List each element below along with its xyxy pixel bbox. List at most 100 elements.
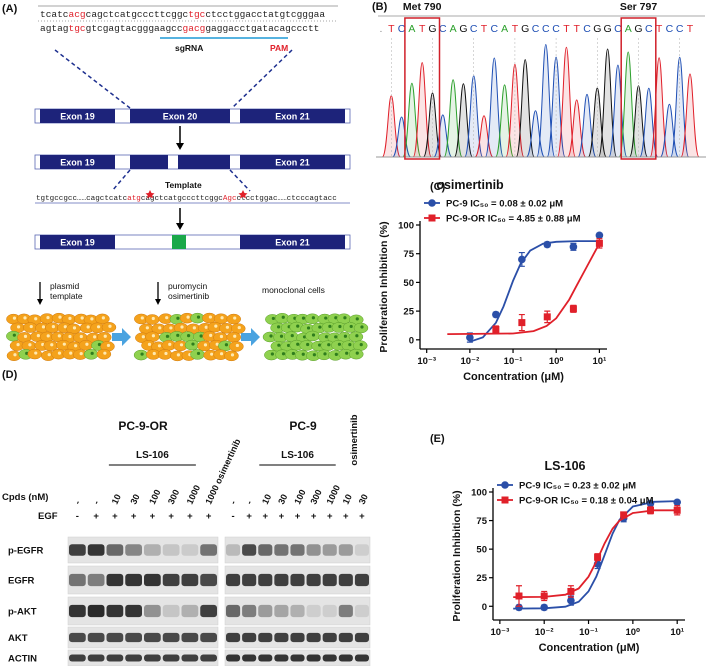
blot-band bbox=[162, 654, 180, 662]
dose-label: 30 bbox=[276, 493, 289, 506]
marker bbox=[515, 603, 523, 612]
cell-nucleus bbox=[337, 342, 342, 346]
marker bbox=[515, 592, 523, 600]
step-label: puromycin bbox=[168, 281, 207, 291]
egf-label: + bbox=[246, 511, 252, 522]
blot-band bbox=[181, 654, 199, 662]
egf-label: + bbox=[206, 511, 212, 522]
chart-title: osimertinib bbox=[436, 178, 504, 192]
y-tick-label: 25 bbox=[403, 307, 414, 318]
cell-nucleus bbox=[296, 342, 300, 346]
marker bbox=[492, 325, 500, 333]
blot-band bbox=[144, 604, 161, 618]
egf-label: - bbox=[76, 511, 79, 522]
marker bbox=[543, 313, 551, 321]
base-letter: C bbox=[491, 23, 499, 35]
blot-band bbox=[144, 654, 161, 662]
cell-nucleus bbox=[72, 326, 77, 330]
egf-label: + bbox=[311, 511, 317, 522]
dose-label: 10 bbox=[260, 493, 273, 506]
panel-a: tcatcacgcagctcatgcccttcggctgcctcctggacct… bbox=[6, 9, 369, 362]
group-title: PC-9-OR bbox=[118, 419, 168, 433]
blot-band bbox=[87, 632, 105, 643]
blot-band bbox=[322, 654, 337, 662]
blot-band bbox=[181, 573, 199, 587]
egf-label: + bbox=[112, 511, 118, 522]
blot-band bbox=[106, 573, 124, 587]
cell-nucleus bbox=[101, 316, 105, 320]
cell-nucleus bbox=[214, 324, 218, 328]
cell-nucleus bbox=[68, 316, 72, 320]
blot-band bbox=[306, 544, 321, 556]
process-arrow bbox=[241, 328, 260, 346]
y-tick-label: 0 bbox=[409, 335, 414, 346]
base-letter: T bbox=[419, 23, 426, 35]
sequence-segment: tgtgccgcc……cagctcatc bbox=[36, 195, 127, 203]
marker bbox=[595, 239, 603, 247]
chromatogram-peak bbox=[556, 46, 576, 158]
blot-band bbox=[322, 604, 337, 618]
blot-band bbox=[354, 654, 369, 662]
cell-nucleus bbox=[270, 352, 274, 356]
legend-label: PC-9-OR IC₅₀ = 0.18 ± 0.04 μM bbox=[519, 496, 654, 507]
cell-nucleus bbox=[165, 334, 170, 338]
cell-nucleus bbox=[291, 351, 295, 356]
marker bbox=[518, 255, 526, 264]
cell-nucleus bbox=[145, 326, 149, 330]
sequence-segment: tgc bbox=[188, 9, 205, 20]
base-letter: G bbox=[459, 23, 467, 35]
blot-band bbox=[69, 573, 86, 587]
cell-nucleus bbox=[151, 334, 156, 338]
marker bbox=[647, 506, 655, 514]
blot-band bbox=[181, 604, 199, 618]
base-letter: T bbox=[512, 23, 519, 35]
template-label: Template bbox=[165, 180, 202, 190]
cell-nucleus bbox=[203, 343, 208, 347]
sgrna-label: sgRNA bbox=[175, 43, 203, 53]
cell-nucleus bbox=[301, 316, 306, 320]
sequence: tgtgccgcc……cagctcatcatgcagctcatgcccttcgg… bbox=[36, 195, 337, 203]
blot-band bbox=[306, 654, 321, 662]
sequence: tcatcacgcagctcatgcccttcggctgcctcctggacct… bbox=[40, 9, 325, 20]
egf-label: + bbox=[359, 511, 365, 522]
sequence-segment: acg bbox=[69, 9, 86, 20]
egf-label: + bbox=[279, 511, 285, 522]
cell-nucleus bbox=[328, 324, 332, 328]
cell-nucleus bbox=[281, 352, 286, 356]
cell-nucleus bbox=[152, 351, 156, 356]
exon bbox=[40, 155, 115, 169]
cell-nucleus bbox=[327, 343, 331, 347]
blot-band bbox=[354, 632, 369, 643]
dashed-guide bbox=[54, 49, 131, 109]
blot-band bbox=[322, 573, 337, 587]
marker bbox=[540, 603, 548, 612]
blot-band bbox=[274, 544, 289, 556]
egf-axis-label: EGF bbox=[38, 511, 58, 522]
cell-nucleus bbox=[204, 325, 208, 329]
cell-nucleus bbox=[16, 343, 20, 347]
marker bbox=[466, 333, 474, 342]
step-label: osimertinib bbox=[168, 291, 209, 301]
blot-row-label: p-AKT bbox=[8, 607, 37, 618]
blot-band bbox=[162, 573, 180, 587]
panel-a-layout bbox=[35, 5, 350, 346]
base-letter: C bbox=[614, 23, 622, 35]
marker bbox=[594, 553, 602, 561]
cell-nucleus bbox=[97, 342, 102, 347]
blot-band bbox=[69, 544, 86, 556]
blot-band bbox=[125, 604, 142, 618]
cell-nucleus bbox=[349, 324, 353, 329]
panel-label: (B) bbox=[372, 1, 388, 13]
cell-nucleus bbox=[219, 352, 224, 356]
group-title: PC-9 bbox=[289, 419, 317, 433]
cell-nucleus bbox=[338, 324, 342, 329]
cell-nucleus bbox=[355, 351, 359, 355]
cell-nucleus bbox=[318, 325, 322, 329]
blot-band bbox=[242, 632, 257, 643]
exon bbox=[130, 155, 168, 169]
cell-nucleus bbox=[41, 325, 46, 329]
cell-nucleus bbox=[165, 316, 169, 320]
cell-nucleus bbox=[312, 353, 316, 357]
base-letter: C bbox=[583, 23, 591, 35]
sequence-segment: ctcctggacctatgtcgggaa bbox=[205, 9, 325, 20]
